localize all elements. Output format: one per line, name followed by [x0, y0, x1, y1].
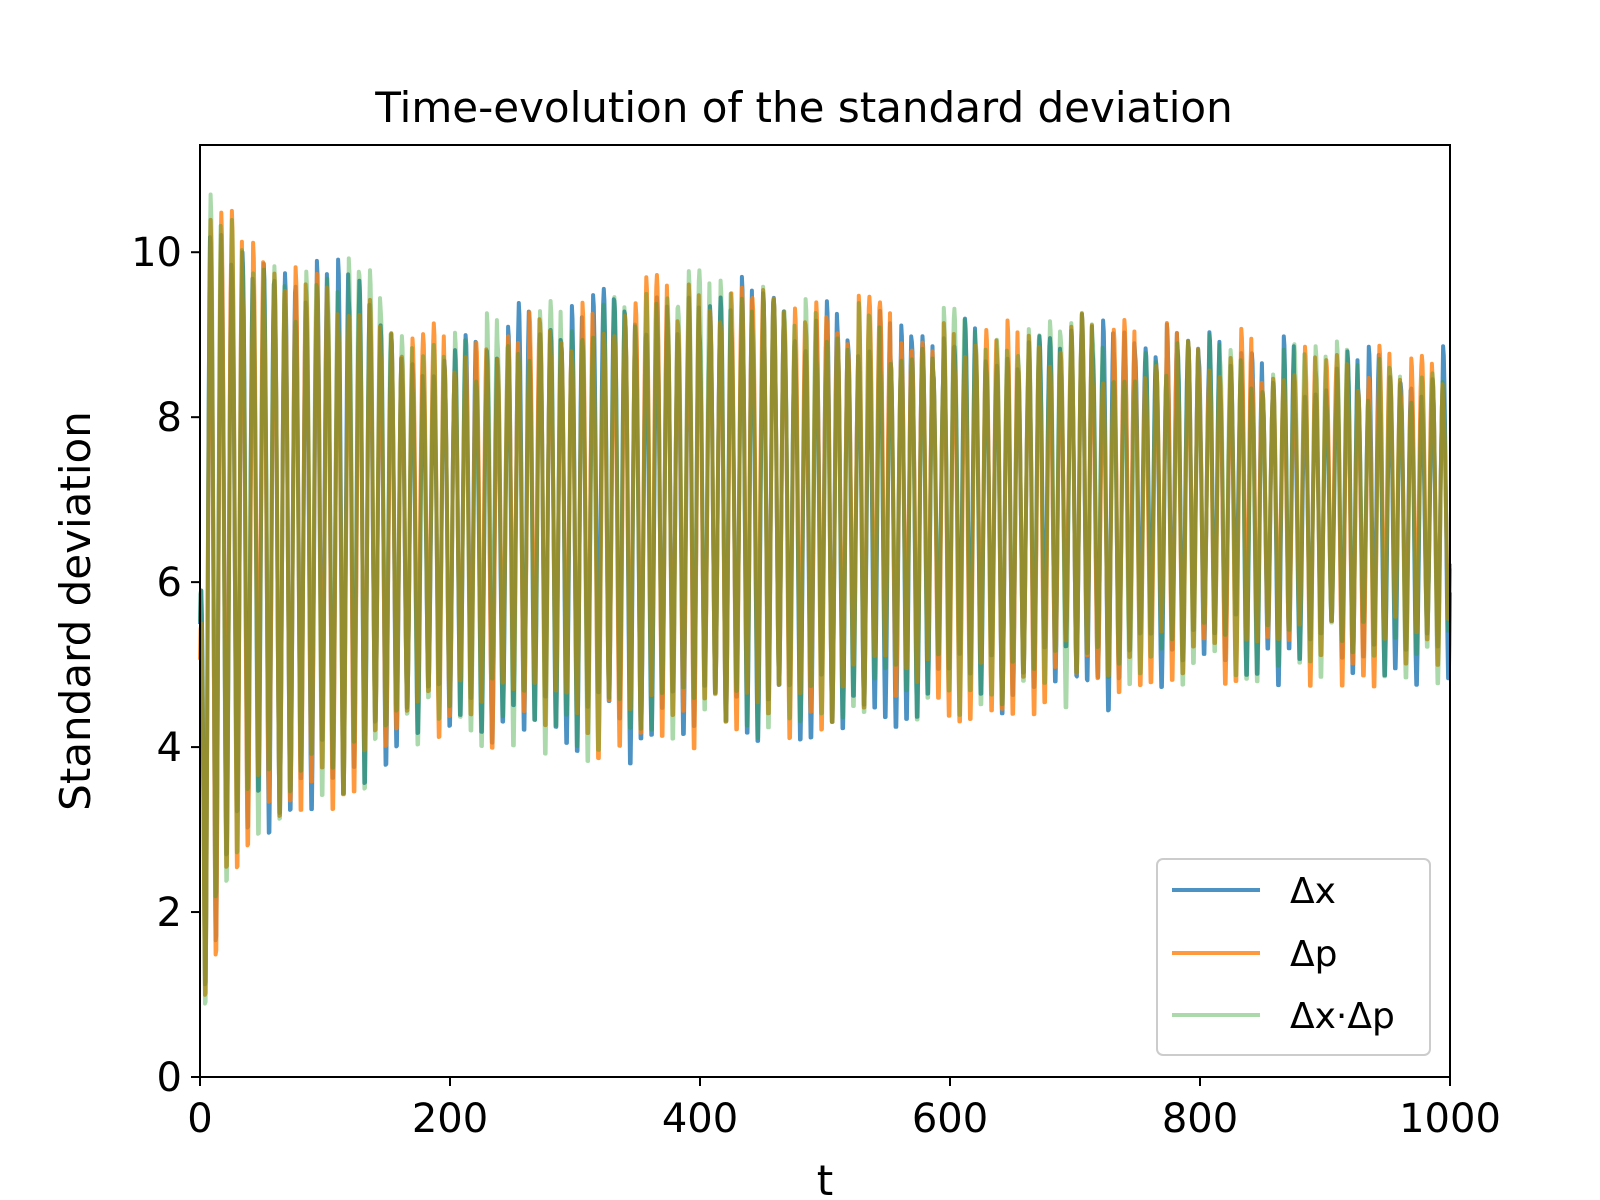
y-tick-label: 0 [157, 1055, 182, 1101]
series-line-2 [198, 192, 1452, 1006]
y-axis: 0 2 4 6 8 10 [131, 230, 200, 1101]
y-tick-label: 8 [157, 395, 182, 441]
x-tick-label: 0 [187, 1096, 212, 1142]
y-tick-label: 2 [157, 890, 182, 936]
x-tick-label: 800 [1162, 1096, 1238, 1142]
series-line-1 [198, 208, 1452, 997]
plot-frame [199, 144, 1451, 1078]
y-axis-label: Standard deviation [51, 411, 100, 811]
x-tick-label: 1000 [1399, 1096, 1501, 1142]
y-tick-label: 4 [157, 725, 182, 771]
legend: Δx Δp Δx·Δp [1156, 858, 1431, 1056]
y-tick-label: 6 [157, 560, 182, 606]
x-tick-label: 600 [912, 1096, 988, 1142]
x-tick-label: 400 [662, 1096, 738, 1142]
x-axis-label: t [817, 1156, 833, 1200]
chart-title: Time-evolution of the standard deviation [374, 83, 1232, 132]
x-axis: 0 200 400 600 800 1000 [187, 1077, 1501, 1142]
legend-label-dp: Δp [1290, 934, 1337, 975]
x-tick-label: 200 [412, 1096, 488, 1142]
series-layer [198, 192, 1452, 1006]
legend-label-product: Δx·Δp [1290, 996, 1395, 1037]
legend-box [1156, 858, 1431, 1056]
legend-label-dx: Δx [1290, 871, 1336, 912]
y-tick-label: 10 [131, 230, 182, 276]
